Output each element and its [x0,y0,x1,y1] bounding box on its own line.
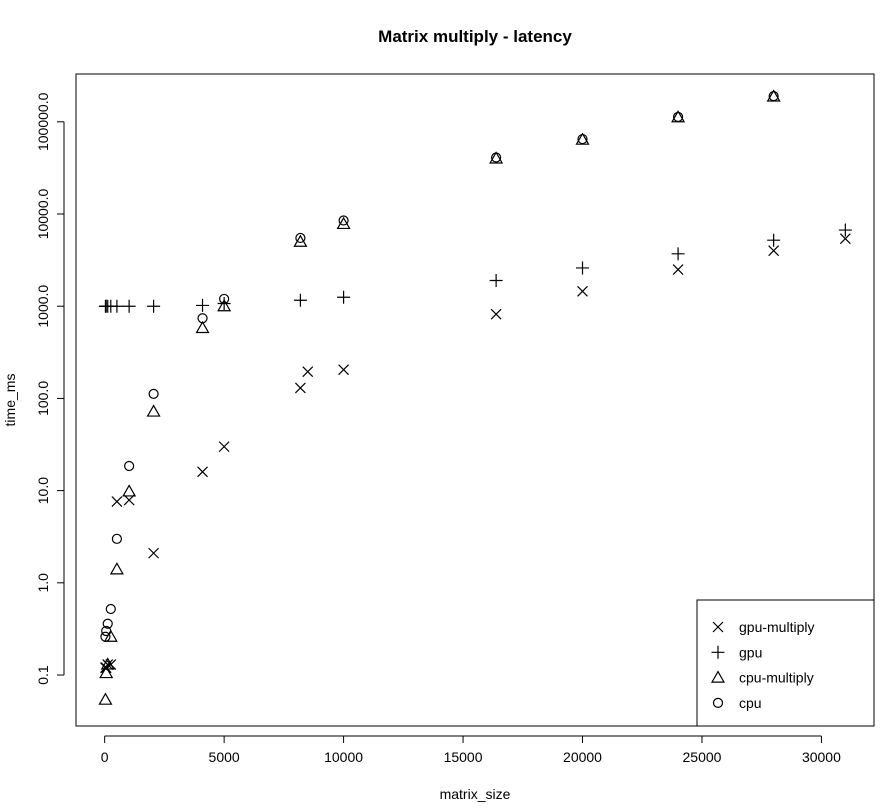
x-tick-label: 30000 [802,749,841,765]
y-tick-label: 100000.0 [35,92,51,151]
point-gpu [838,223,852,237]
point-gpu-multiply [123,494,135,506]
point-gpu-multiply [672,264,684,275]
legend-label: cpu-multiply [739,670,814,686]
y-tick-label: 1.0 [35,573,51,593]
y-axis-label: time_ms [2,374,18,427]
point-gpu [767,233,781,247]
point-gpu-multiply [197,466,208,478]
x-tick-label: 15000 [444,749,483,765]
point-gpu [293,293,307,307]
point-cpu [491,152,502,163]
legend-label: gpu [739,644,762,660]
point-cpu [148,388,159,399]
x-axis: 0 5000 10000 15000 20000 25000 30000 [101,735,841,765]
point-gpu-multiply [839,233,851,245]
legend: gpu-multiply gpu cpu-multiply cpu [696,599,875,727]
x-tick-label: 5000 [209,749,240,765]
point-gpu-multiply [218,441,230,453]
x-tick-label: 20000 [563,749,602,765]
x-tick-label: 25000 [683,749,722,765]
point-cpu [338,215,349,226]
point-gpu [122,299,136,313]
point-gpu-multiply [768,245,780,257]
y-tick-label: 1000.0 [35,285,51,328]
point-gpu-multiply [111,496,123,508]
point-gpu-multiply [294,382,306,394]
point-gpu [110,299,124,313]
point-gpu [337,290,351,304]
data-points [98,89,852,705]
point-cpu-multiply [122,484,137,497]
point-gpu [576,261,590,275]
point-cpu-multiply [217,299,232,312]
point-cpu-multiply [103,629,118,642]
chart-title: Matrix multiply - latency [378,27,572,46]
point-cpu [577,133,588,145]
point-cpu-multiply [195,320,210,334]
y-axis: 0.1 1.0 10.0 100.0 1000.0 10000.0 100000.0 [35,92,65,685]
point-cpu-multiply [489,151,504,164]
point-gpu-multiply [577,285,588,297]
legend-marker-cpu-multiply [710,670,726,683]
x-tick-label: 0 [101,749,109,765]
legend-marker-gpu [711,645,725,659]
point-cpu [295,232,306,244]
plot-frame [75,73,875,727]
point-cpu-multiply [109,562,124,575]
point-cpu-multiply [575,132,590,145]
x-tick-label: 10000 [324,749,363,765]
series-cpu-multiply [98,89,781,705]
series-gpu [98,223,852,313]
point-cpu [219,293,230,305]
point-gpu-multiply [148,547,160,559]
legend-item: gpu [711,644,762,660]
point-gpu-multiply [102,659,114,670]
legend-item: cpu [712,695,762,711]
point-cpu-multiply [98,692,113,705]
legend-marker-cpu [712,697,724,709]
point-gpu [489,274,503,288]
y-tick-label: 10000.0 [35,188,51,239]
legend-box [696,599,875,727]
point-gpu [671,247,685,261]
point-cpu [768,91,779,102]
y-tick-label: 0.1 [35,665,51,685]
point-cpu-multiply [146,404,161,417]
y-tick-label: 100.0 [35,381,51,416]
y-tick-label: 10.0 [35,477,51,504]
point-gpu-multiply [338,364,350,376]
point-cpu [111,533,123,544]
point-cpu [672,111,684,123]
point-cpu [102,618,113,629]
point-gpu-multiply [490,308,502,320]
series-cpu [100,91,779,642]
point-cpu [101,625,112,637]
legend-label: gpu-multiply [739,619,814,635]
point-gpu-multiply [302,366,314,378]
point-cpu [197,313,208,324]
point-cpu [124,460,135,472]
point-cpu [105,603,116,615]
x-axis-label: matrix_size [440,786,511,802]
point-gpu [147,299,161,313]
legend-label: cpu [739,695,762,711]
legend-marker-gpu-multiply [712,621,724,633]
point-cpu-multiply [336,216,351,230]
point-cpu-multiply [100,657,115,670]
legend-item: gpu-multiply [712,619,814,635]
point-cpu [100,631,111,642]
point-cpu-multiply [99,665,114,679]
legend-item: cpu-multiply [710,670,814,686]
point-gpu [196,298,210,312]
series-gpu-multiply [100,233,851,674]
